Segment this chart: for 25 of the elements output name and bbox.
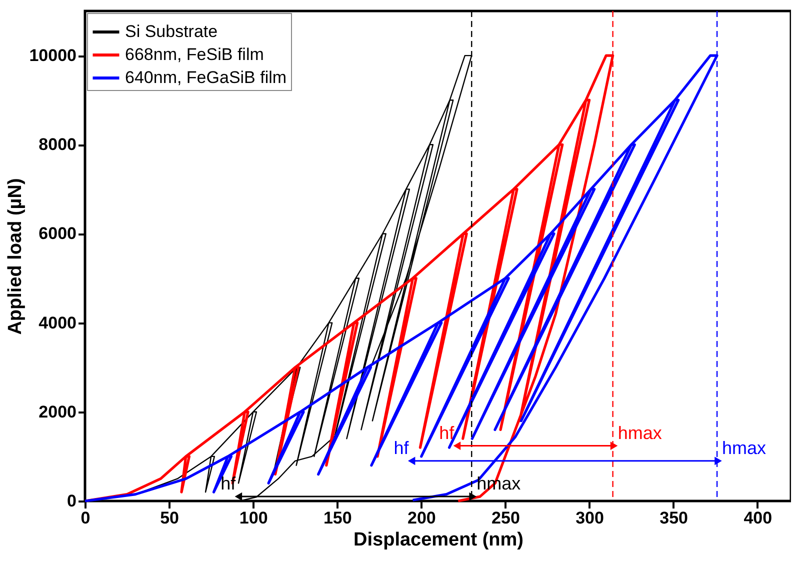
x-tick-label: 100 <box>239 508 268 528</box>
y-tick-label: 0 <box>67 492 76 510</box>
ref-line-label: hmax <box>618 422 662 443</box>
x-tick-label: 50 <box>160 508 180 528</box>
x-tick-label: 250 <box>492 508 520 528</box>
y-tick-label: 6000 <box>38 224 76 244</box>
x-tick-label: 350 <box>660 508 688 528</box>
y-tick-label: 4000 <box>38 313 76 332</box>
y-tick-label: 8000 <box>38 135 76 154</box>
x-tick-label: 400 <box>744 508 772 528</box>
x-tick-label: 300 <box>576 508 604 528</box>
x-tick-label: 200 <box>408 508 436 528</box>
x-tick-label: 150 <box>323 508 352 528</box>
legend-label: Si Substrate <box>125 22 218 41</box>
annotation: hf <box>439 422 456 443</box>
legend-label: 668nm, FeSiB film <box>125 45 264 64</box>
y-axis-title: Applied load (µN) <box>5 178 26 335</box>
legend-label: 640nm, FeGaSiB film <box>125 68 287 87</box>
y-tick-label: 2000 <box>38 402 76 422</box>
x-axis-title: Displacement (nm) <box>354 530 524 550</box>
annotation: hf <box>220 474 237 494</box>
y-tick-label: 10000 <box>29 46 76 66</box>
annotation: hf <box>394 438 410 458</box>
ref-line-label: hmax <box>722 438 766 458</box>
x-tick-label: 0 <box>80 508 90 528</box>
